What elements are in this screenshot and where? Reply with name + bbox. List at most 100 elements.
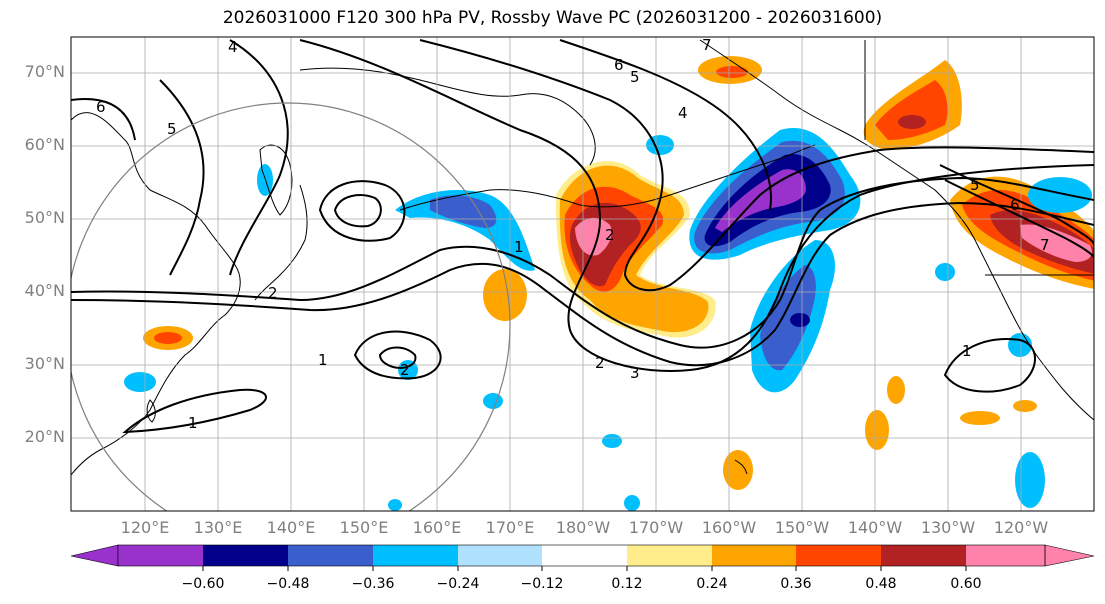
- pv-contour-west-coast-1: [939, 164, 1094, 246]
- negative-anomaly-mid2: [602, 434, 622, 448]
- contour-label: 7: [702, 36, 712, 54]
- pv-contour-5: [159, 79, 205, 276]
- pv-contour-cutoff-inner: [333, 194, 382, 228]
- negative-anomaly-kamchatka: [257, 164, 273, 196]
- colorbar-right-arrow: [1044, 544, 1095, 567]
- colorbar-tick-label: −0.60: [181, 576, 225, 592]
- colorbar-left-arrow: [70, 544, 119, 567]
- contour-label: 5: [630, 68, 640, 86]
- negative-anomaly-south-core: [790, 313, 810, 327]
- positive-anomaly-ep3: [960, 411, 1000, 425]
- pv-contour-west-coast-2: [944, 179, 1094, 259]
- lat-label: 20°N: [24, 427, 65, 446]
- contour-label: 3: [630, 364, 640, 382]
- contour-label: 5: [970, 176, 980, 194]
- coastline-taiwan: [146, 399, 156, 423]
- lon-label: 140°W: [847, 518, 903, 537]
- positive-anomaly-alaska-red: [875, 80, 948, 140]
- gridlines: [71, 37, 1094, 511]
- colorbar-tick-label: 0.24: [696, 576, 728, 592]
- colorbar-tick-label: 0.60: [950, 576, 982, 592]
- negative-anomaly-trough-purple: [715, 169, 806, 232]
- positive-anomaly-korea-core: [154, 332, 182, 344]
- colorbar-segment-1: [118, 545, 203, 566]
- lon-label: 150°W: [774, 518, 830, 537]
- pv-contours: [71, 39, 1094, 434]
- colorbar-tick-label: 0.48: [865, 576, 897, 592]
- colorbar-segment-3: [288, 545, 373, 566]
- contour-label: 1: [318, 351, 328, 369]
- pv-contour-high-lat-2: [419, 39, 1094, 292]
- contour-label: 6: [1010, 196, 1020, 214]
- colorbar-tick-label: 0.12: [611, 576, 643, 592]
- lon-label: 120°W: [993, 518, 1049, 537]
- pv-contour-high-lat-1: [299, 39, 1094, 372]
- colorbar-segment-9: [796, 545, 881, 566]
- lon-label: 160°E: [412, 518, 462, 537]
- negative-anomaly-china: [124, 372, 156, 392]
- pv-contour-low: [353, 330, 442, 380]
- negative-anomaly-japan: [395, 190, 535, 271]
- colorbar-segment-7: [627, 545, 712, 566]
- contour-label: 6: [96, 98, 106, 116]
- lon-label: 170°E: [485, 518, 535, 537]
- lon-label: 160°W: [701, 518, 757, 537]
- colorbar-segment-5: [458, 545, 542, 566]
- pv-contour-4: [229, 39, 289, 276]
- contour-label: 2: [268, 284, 278, 302]
- positive-anomaly-ep2: [887, 376, 905, 404]
- colorbar-segment-4: [373, 545, 458, 566]
- negative-anomaly-mid4: [388, 499, 402, 511]
- positive-anomaly-west-pacific: [483, 269, 527, 321]
- contour-label: 2: [595, 354, 605, 372]
- contour-label: 7: [1040, 236, 1050, 254]
- colorbar-ticks: [202, 566, 967, 571]
- colorbar-segment-11: [966, 545, 1045, 566]
- colorbar-segment-6: [542, 545, 627, 566]
- coastline-japan: [254, 184, 308, 301]
- colorbar-tick-label: −0.24: [436, 576, 480, 592]
- lon-label: 130°W: [920, 518, 976, 537]
- coastline-aleutians: [399, 144, 816, 211]
- contour-label: 4: [228, 38, 238, 56]
- contour-label: 5: [167, 120, 177, 138]
- coastline-hawaii: [734, 459, 748, 475]
- contour-label-group: 4 5 6 7 6 5 4 2 1 2 3 2 1 2 5 6 7 1 1: [96, 36, 1050, 432]
- colorbar-tick-label: −0.48: [266, 576, 310, 592]
- lat-label: 50°N: [24, 208, 65, 227]
- map-area: 4 5 6 7 6 5 4 2 1 2 3 2 1 2 5 6 7 1 1: [71, 36, 1094, 511]
- colorbar: [70, 544, 1095, 571]
- lon-label: 120°E: [120, 518, 170, 537]
- negative-anomaly-japan-blue: [430, 195, 497, 228]
- contour-label: 1: [514, 238, 524, 256]
- positive-anomaly-hawaii: [723, 450, 753, 490]
- lon-label: 170°W: [628, 518, 684, 537]
- lat-label: 30°N: [24, 354, 65, 373]
- lon-label: 180°W: [555, 518, 611, 537]
- colorbar-frame: [117, 544, 1046, 567]
- coastline-kamchatka: [259, 144, 293, 216]
- pv-contour-cutoff: [318, 180, 406, 242]
- lon-label: 150°E: [339, 518, 389, 537]
- figure-title: 2026031000 F120 300 hPa PV, Rossby Wave …: [222, 8, 883, 28]
- positive-anomaly-ep4: [1013, 400, 1037, 412]
- pv-contour-1: [122, 388, 267, 434]
- contour-label: 1: [188, 414, 198, 432]
- negative-anomaly-mid1: [483, 393, 503, 409]
- colorbar-segment-8: [712, 545, 796, 566]
- contour-label: 2: [605, 226, 615, 244]
- negative-anomaly-bc: [1028, 177, 1092, 213]
- colorbar-tick-label: −0.36: [351, 576, 395, 592]
- pv-contour-low-inner: [378, 346, 417, 369]
- contour-label: 2: [400, 361, 410, 379]
- pv-contour-sw-low: [943, 338, 1036, 393]
- lon-label: 130°E: [193, 518, 243, 537]
- contour-label: 6: [614, 56, 624, 74]
- map-frame: [70, 36, 1095, 512]
- lat-label: 60°N: [24, 135, 65, 154]
- positive-anomaly-alaska-core: [898, 115, 926, 129]
- negative-anomaly-mid3: [624, 495, 640, 511]
- negative-anomaly-mexico: [1015, 452, 1045, 508]
- lon-label: 140°E: [266, 518, 316, 537]
